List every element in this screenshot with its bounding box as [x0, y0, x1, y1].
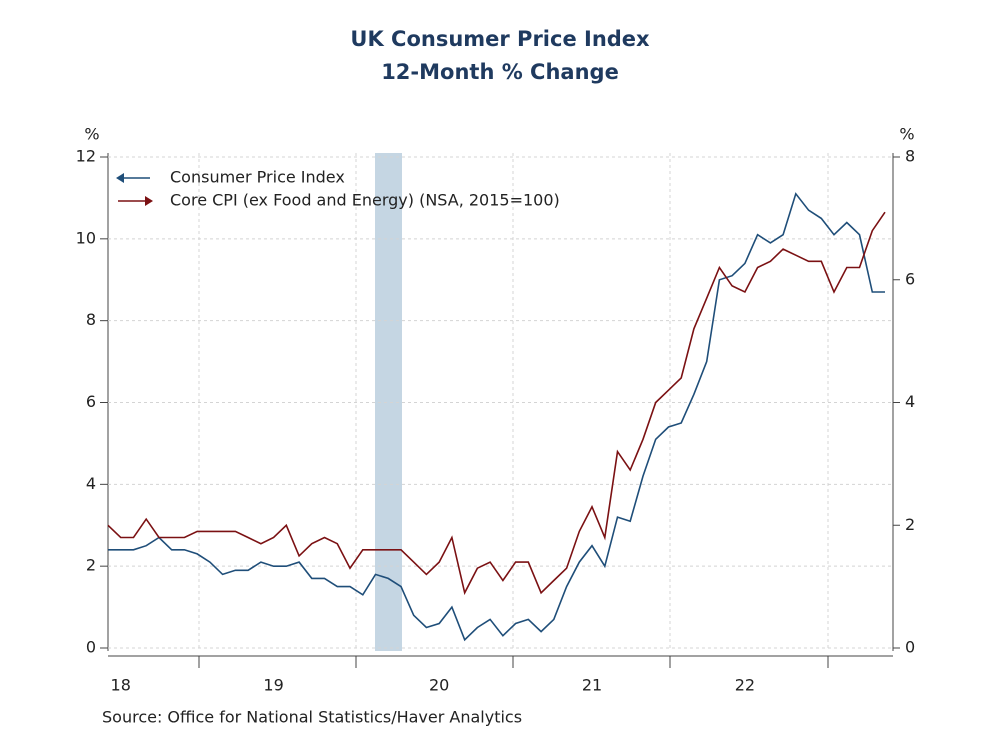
y-tick-label: 6 [86, 392, 96, 411]
y-tick-label: 0 [86, 638, 96, 657]
x-tick-label: 19 [263, 676, 283, 695]
y-tick-label: 12 [76, 147, 96, 166]
y-axis-label: % [84, 125, 99, 144]
legend-arrow [116, 173, 124, 183]
x-ticks [198, 656, 829, 668]
x-tick-label: 21 [582, 676, 602, 695]
chart-title: UK Consumer Price Index [350, 27, 650, 51]
chart-subtitle: 12-Month % Change [381, 60, 619, 84]
y2-axis-label: % [899, 125, 914, 144]
legend-label: Core CPI (ex Food and Energy) (NSA, 2015… [170, 191, 560, 210]
series-line [108, 192, 885, 642]
x-tick-label: 18 [111, 676, 131, 695]
legend-arrow [145, 196, 153, 206]
y-tick-label: 2 [86, 556, 96, 575]
y2-tick-label: 4 [905, 392, 915, 411]
legend-label: Consumer Price Index [170, 168, 345, 187]
y2-tick-label: 6 [905, 269, 915, 288]
y-tick-label: 4 [86, 474, 96, 493]
x-tick-label: 20 [429, 676, 449, 695]
y2-tick-label: 2 [905, 515, 915, 534]
y-tick-label: 8 [86, 310, 96, 329]
y-tick-label: 10 [76, 228, 96, 247]
source-note: Source: Office for National Statistics/H… [102, 708, 522, 727]
x-tick-label: 22 [735, 676, 755, 695]
series-line [107, 211, 886, 596]
y2-tick-label: 0 [905, 638, 915, 657]
y2-tick-label: 8 [905, 147, 915, 166]
